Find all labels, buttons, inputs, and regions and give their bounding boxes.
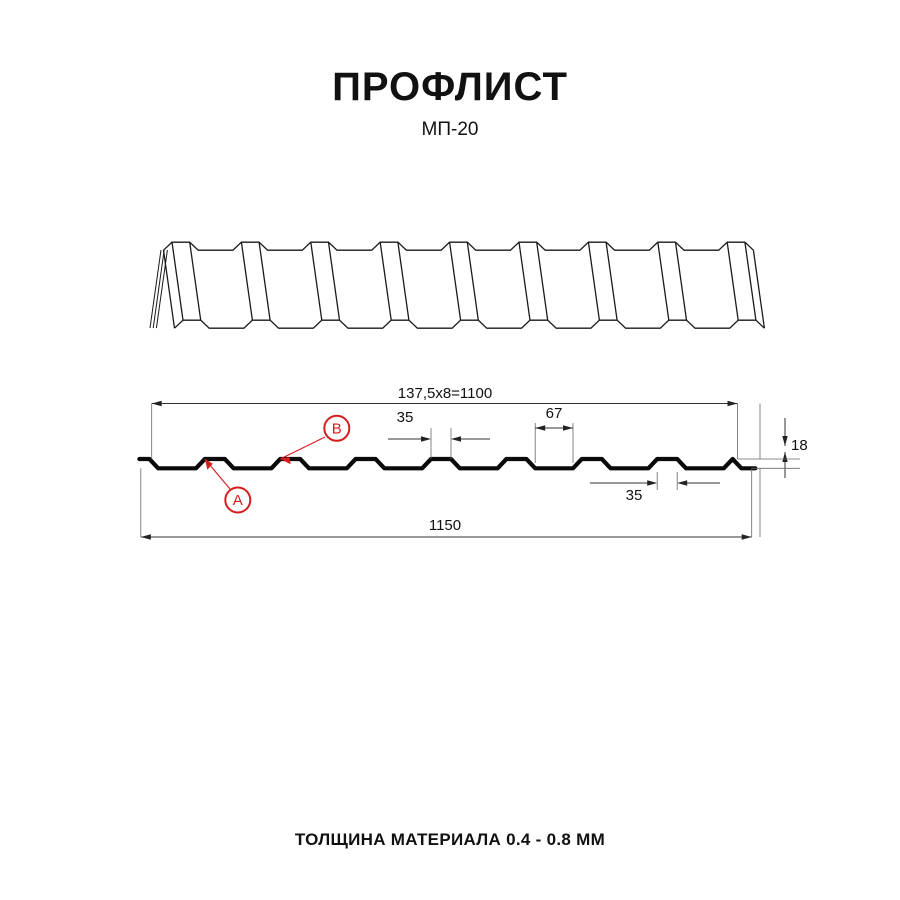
svg-text:МП-20: МП-20 bbox=[422, 119, 479, 140]
svg-text:67: 67 bbox=[546, 405, 563, 422]
svg-text:137,5x8=1100: 137,5x8=1100 bbox=[398, 385, 492, 402]
svg-text:35: 35 bbox=[397, 409, 414, 426]
svg-text:35: 35 bbox=[626, 487, 643, 504]
svg-text:ТОЛЩИНА МАТЕРИАЛА 0.4 - 0.8 ММ: ТОЛЩИНА МАТЕРИАЛА 0.4 - 0.8 ММ bbox=[295, 830, 605, 849]
svg-text:B: B bbox=[332, 420, 342, 437]
svg-text:A: A bbox=[233, 492, 243, 509]
svg-text:18: 18 bbox=[791, 437, 808, 454]
svg-text:ПРОФЛИСТ: ПРОФЛИСТ bbox=[332, 65, 568, 109]
svg-text:1150: 1150 bbox=[429, 517, 461, 534]
